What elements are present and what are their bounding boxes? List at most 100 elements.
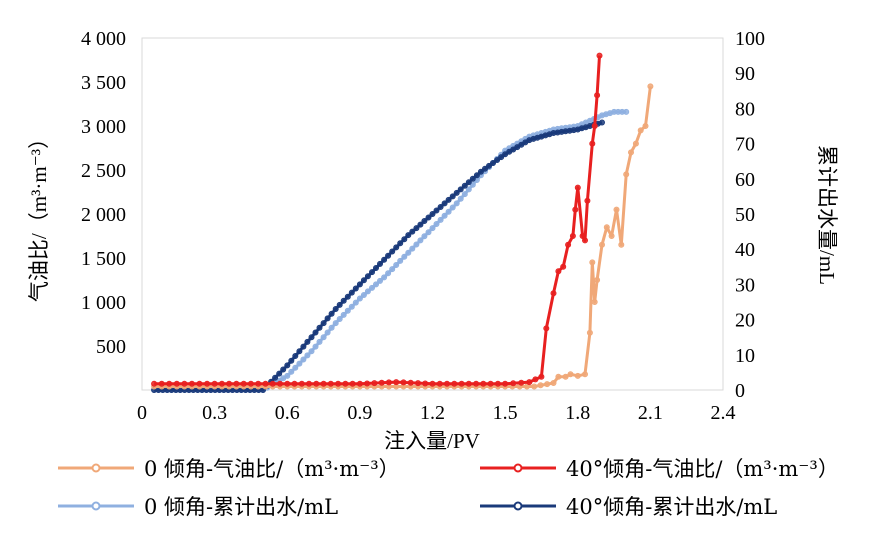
- data-point: [599, 241, 606, 248]
- data-point: [296, 348, 303, 355]
- y-axis-right-label: 累计出水量/mL: [815, 145, 839, 285]
- data-point: [405, 249, 412, 256]
- y-right-tick-label: 0: [735, 380, 745, 402]
- data-point: [316, 324, 323, 331]
- data-point: [637, 127, 644, 134]
- series-line: [154, 121, 603, 392]
- data-point: [389, 266, 396, 273]
- data-point: [356, 380, 363, 387]
- x-tick-label: 0: [137, 402, 147, 424]
- x-tick-label: 0.9: [347, 402, 372, 424]
- data-point: [572, 206, 579, 213]
- x-tick-label: 1.2: [420, 402, 445, 424]
- data-point: [407, 379, 414, 386]
- data-point: [284, 372, 291, 379]
- y-right-tick-label: 80: [735, 98, 755, 120]
- legend-item-3: 40°倾角-累计出水/mL: [480, 491, 777, 521]
- data-point: [349, 380, 356, 387]
- data-point: [441, 212, 448, 219]
- data-point: [555, 373, 562, 380]
- data-point: [344, 307, 351, 314]
- data-point: [591, 298, 598, 305]
- data-point: [498, 154, 505, 161]
- y-right-tick-label: 50: [735, 204, 755, 226]
- y-axis-left-label: 气油比/（m³·m⁻³）: [27, 128, 51, 302]
- data-point: [473, 172, 480, 179]
- data-point: [308, 334, 315, 341]
- data-point: [429, 225, 436, 232]
- data-point: [397, 240, 404, 247]
- data-point: [429, 380, 436, 387]
- y-right-tick-label: 20: [735, 310, 755, 332]
- data-point: [344, 293, 351, 300]
- data-point: [465, 179, 472, 186]
- data-point: [445, 208, 452, 215]
- data-point: [481, 165, 488, 172]
- data-point: [413, 225, 420, 232]
- y-left-tick-label: 4 000: [81, 28, 126, 50]
- data-point: [589, 140, 596, 147]
- data-point: [544, 381, 551, 388]
- data-point: [586, 329, 593, 336]
- data-point: [608, 232, 615, 239]
- data-point: [372, 264, 379, 271]
- data-point: [298, 380, 305, 387]
- data-point: [226, 380, 233, 387]
- data-point: [272, 374, 279, 381]
- data-point: [300, 343, 307, 350]
- data-point: [555, 268, 562, 275]
- data-point: [360, 277, 367, 284]
- series-3: [151, 119, 606, 393]
- data-point: [342, 380, 349, 387]
- data-point: [348, 289, 355, 296]
- data-point: [336, 301, 343, 308]
- data-point: [526, 379, 533, 386]
- data-point: [385, 270, 392, 277]
- data-point: [425, 214, 432, 221]
- data-point: [618, 241, 625, 248]
- data-point: [453, 200, 460, 207]
- data-point: [589, 259, 596, 266]
- data-point: [401, 253, 408, 260]
- data-point: [461, 191, 468, 198]
- data-point: [449, 193, 456, 200]
- plot-frame: [141, 37, 724, 391]
- y-left-tick-label: 2 000: [81, 204, 126, 226]
- data-point: [401, 236, 408, 243]
- x-tick-label: 0.3: [202, 402, 227, 424]
- data-point: [477, 168, 484, 175]
- legend-label-1: 40°倾角-气油比/（m³·m⁻³）: [566, 457, 839, 481]
- legend-marker: [91, 463, 101, 473]
- data-point: [218, 380, 225, 387]
- legend-label-2: 0 倾角-累计出水/mL: [144, 495, 339, 519]
- data-point: [437, 203, 444, 210]
- data-point: [465, 186, 472, 193]
- data-point: [313, 380, 320, 387]
- data-point: [623, 171, 630, 178]
- data-point: [494, 156, 501, 163]
- legend-label-3: 40°倾角-累计出水/mL: [566, 495, 778, 519]
- data-point: [421, 217, 428, 224]
- legend-marker: [91, 501, 101, 511]
- data-point: [166, 380, 173, 387]
- data-point: [532, 376, 539, 383]
- data-point: [594, 92, 601, 99]
- data-point: [292, 364, 299, 371]
- data-point: [642, 123, 649, 130]
- data-point: [596, 52, 603, 59]
- legend-swatch-0: [58, 463, 134, 473]
- x-tick-label: 0.6: [275, 402, 300, 424]
- legend-swatch-2: [58, 501, 134, 511]
- y-right-tick-label: 100: [735, 28, 765, 50]
- data-point: [332, 305, 339, 312]
- data-point: [473, 380, 480, 387]
- y-left-tick-label: 1 500: [81, 248, 126, 270]
- data-point: [151, 380, 158, 387]
- data-point: [400, 379, 407, 386]
- data-point: [364, 273, 371, 280]
- data-point: [356, 281, 363, 288]
- x-tick-label: 2.1: [638, 402, 663, 424]
- data-point: [433, 207, 440, 214]
- data-point: [409, 245, 416, 252]
